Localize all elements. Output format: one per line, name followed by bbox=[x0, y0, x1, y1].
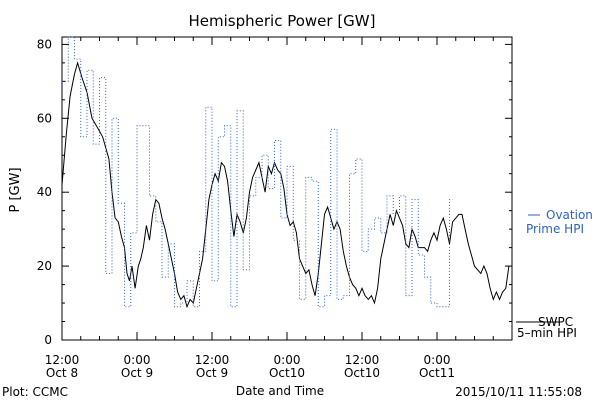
x-tick-label-1: 0:00 bbox=[124, 353, 151, 367]
x-tick-label-4: 12:00 bbox=[345, 353, 380, 367]
chart-title: Hemispheric Power [GW] bbox=[189, 12, 376, 30]
series-ovation-prime-hpi bbox=[62, 36, 453, 308]
x-tick-date-5: Oct11 bbox=[419, 366, 455, 380]
x-tick-date-4: Oct10 bbox=[344, 366, 380, 380]
x-tick-date-2: Oct 9 bbox=[196, 366, 228, 380]
y-tick-label-4: 80 bbox=[37, 37, 52, 51]
series-layer bbox=[61, 36, 510, 309]
x-tick-date-1: Oct 9 bbox=[121, 366, 153, 380]
y-tick-label-3: 60 bbox=[37, 111, 52, 125]
x-tick-label-2: 12:00 bbox=[195, 353, 230, 367]
x-tick-date-0: Oct 8 bbox=[46, 366, 78, 380]
legend: Ovation Prime HPI SWPC 5–min HPI bbox=[516, 208, 593, 340]
x-axis-label: Date and Time bbox=[236, 384, 324, 398]
legend-swpc-label-2: 5–min HPI bbox=[517, 326, 577, 340]
x-tick-label-0: 12:00 bbox=[45, 353, 80, 367]
y-tick-label-2: 40 bbox=[37, 185, 52, 199]
legend-ovation-label-2: Prime HPI bbox=[526, 222, 584, 236]
y-axis-label: P [GW] bbox=[8, 167, 23, 212]
timestamp: 2015/10/11 11:55:08 bbox=[455, 385, 582, 399]
y-tick-label-1: 20 bbox=[37, 259, 52, 273]
x-tick-label-5: 0:00 bbox=[424, 353, 451, 367]
series-swpc-5min-hpi bbox=[61, 61, 510, 309]
y-tick-label-0: 0 bbox=[44, 333, 52, 347]
x-tick-label-3: 0:00 bbox=[274, 353, 301, 367]
y-axis: 0 20 40 60 80 bbox=[37, 37, 512, 347]
x-tick-date-3: Oct10 bbox=[269, 366, 305, 380]
plot-frame bbox=[61, 36, 513, 341]
legend-swpc-label-1: SWPC bbox=[538, 315, 573, 329]
plot-credit: Plot: CCMC bbox=[2, 385, 68, 399]
legend-ovation-label-1: Ovation bbox=[546, 208, 593, 222]
